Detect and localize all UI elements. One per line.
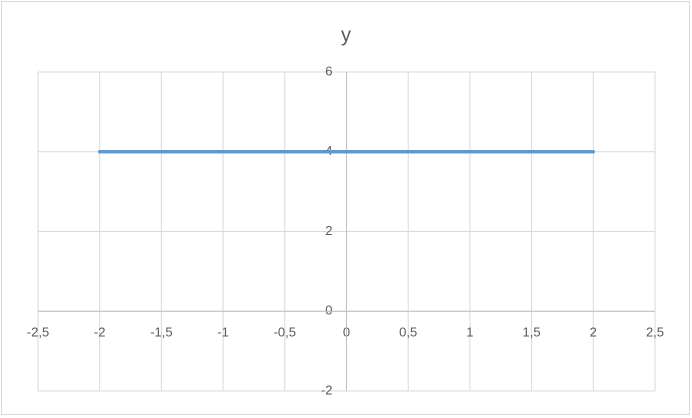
x-tick-label: -0,5 — [274, 325, 296, 340]
x-tick-label: -2,5 — [27, 325, 49, 340]
x-tick-label: 1 — [466, 325, 473, 340]
chart-title: y — [341, 24, 351, 46]
y-tick-label: 0 — [325, 303, 332, 318]
x-tick-label: 1,5 — [523, 325, 541, 340]
x-tick-label: -2 — [94, 325, 106, 340]
y-tick-label: -2 — [321, 382, 333, 397]
x-tick-label: -1,5 — [150, 325, 172, 340]
x-tick-label: 2 — [590, 325, 597, 340]
x-tick-label: -1 — [217, 325, 229, 340]
x-tick-label: 0,5 — [399, 325, 417, 340]
x-tick-label: 2,5 — [646, 325, 664, 340]
y-tick-label: 6 — [325, 63, 332, 78]
y-tick-label: 2 — [325, 223, 332, 238]
